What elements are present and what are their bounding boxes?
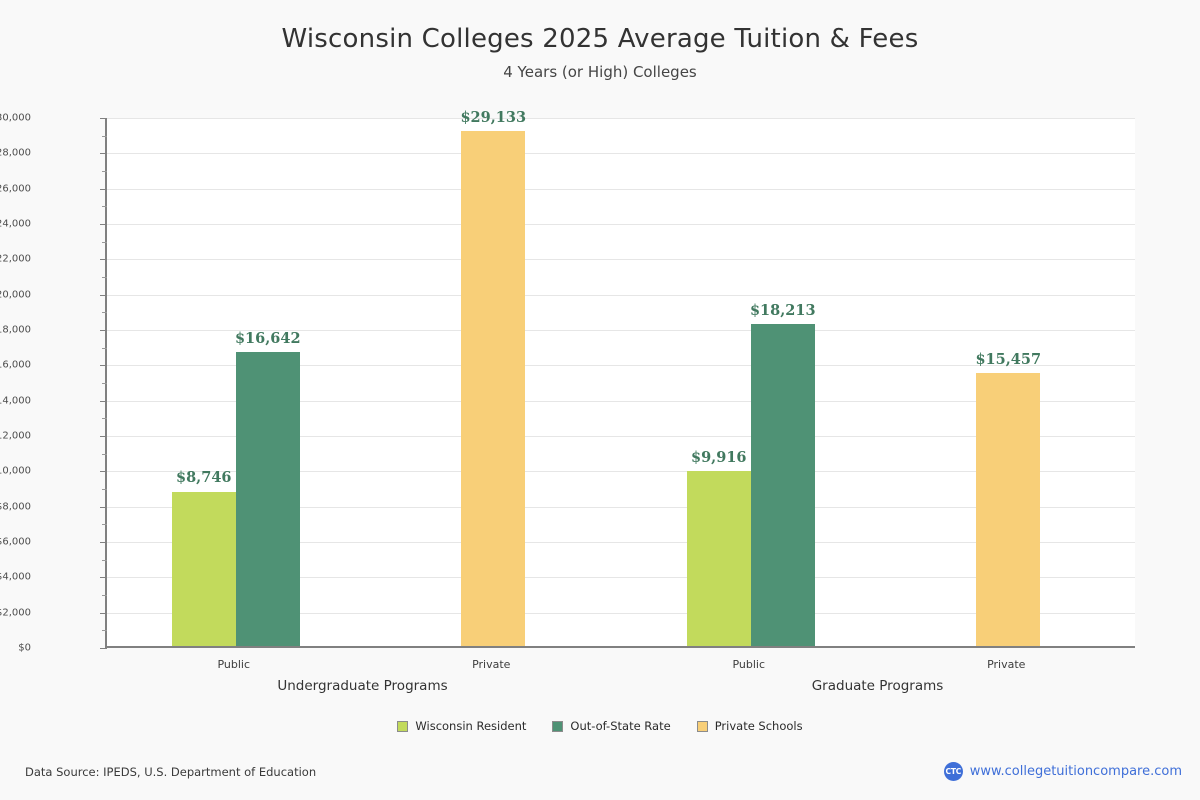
y-tick-minor bbox=[102, 453, 107, 455]
y-axis-tick-label: $28,000 bbox=[0, 147, 31, 159]
gridline bbox=[107, 542, 1135, 543]
bar[interactable] bbox=[171, 491, 236, 646]
gridline bbox=[107, 612, 1135, 614]
gridline bbox=[107, 330, 1135, 331]
y-tick-major bbox=[100, 224, 107, 225]
ctc-logo-icon: CTC bbox=[943, 762, 963, 781]
gridline bbox=[107, 471, 1135, 473]
gridline bbox=[107, 436, 1135, 437]
gridline bbox=[107, 577, 1135, 579]
bar[interactable] bbox=[461, 131, 526, 646]
bar-value-label: $9,916 bbox=[691, 448, 747, 466]
legend-item[interactable]: Out-of-State Rate bbox=[552, 719, 671, 733]
bar-value-label: $16,642 bbox=[234, 329, 301, 347]
gridline bbox=[107, 365, 1135, 367]
x-axis-category-label: Public bbox=[732, 658, 766, 671]
y-tick-major bbox=[100, 400, 107, 402]
gridline bbox=[107, 188, 1135, 190]
x-axis-category-label: Private bbox=[472, 658, 511, 671]
y-tick-major bbox=[100, 330, 107, 331]
bar-value-label: $15,457 bbox=[975, 350, 1042, 368]
bar[interactable] bbox=[976, 372, 1041, 646]
gridline bbox=[107, 259, 1135, 261]
chart-title: Wisconsin Colleges 2025 Average Tuition … bbox=[281, 24, 919, 54]
bar-value-label: $8,746 bbox=[176, 469, 232, 487]
chart-subtitle: 4 Years (or High) Colleges bbox=[503, 63, 697, 81]
bar[interactable] bbox=[235, 352, 300, 646]
legend-swatch-icon bbox=[397, 720, 409, 732]
plot-area: $0 $2,000 $4,000 $6,000 $8,000 $10,000 $12,000… bbox=[0, 109, 1135, 654]
y-axis-tick-label: $2,000 bbox=[0, 607, 31, 619]
y-tick-major bbox=[100, 471, 107, 473]
legend-item[interactable]: Private Schools bbox=[696, 719, 803, 733]
y-axis-tick-label: $20,000 bbox=[0, 289, 31, 301]
y-tick-minor bbox=[102, 312, 107, 314]
brand-link[interactable]: CTC www.collegetuitioncompare.com bbox=[943, 762, 1182, 781]
gridline bbox=[107, 506, 1135, 508]
y-tick-major bbox=[100, 365, 107, 367]
y-axis-tick-label: $4,000 bbox=[0, 571, 31, 583]
y-tick-minor bbox=[102, 135, 107, 137]
gridline bbox=[107, 294, 1135, 296]
y-tick-major bbox=[100, 577, 107, 579]
y-tick-major bbox=[100, 118, 107, 119]
y-tick-major bbox=[100, 436, 107, 437]
y-axis-tick-label: $8,000 bbox=[0, 501, 31, 513]
y-axis-tick-label: $22,000 bbox=[0, 253, 31, 265]
gridline bbox=[107, 153, 1135, 155]
y-axis-tick-label: $26,000 bbox=[0, 183, 31, 195]
legend-item[interactable]: Wisconsin Resident bbox=[397, 719, 526, 733]
y-tick-minor bbox=[102, 383, 107, 384]
y-tick-minor bbox=[102, 559, 107, 561]
x-axis-group-label: Graduate Programs bbox=[811, 678, 944, 694]
x-axis-group-label: Undergraduate Programs bbox=[277, 678, 448, 694]
y-tick-minor bbox=[102, 171, 107, 172]
y-tick-major bbox=[100, 153, 107, 155]
y-axis-tick-label: $18,000 bbox=[0, 324, 31, 336]
chart-legend: Wisconsin Resident Out-of-State Rate Priva… bbox=[0, 719, 1200, 733]
y-axis-tick-label: $30,000 bbox=[0, 112, 31, 124]
y-axis-tick-label: $6,000 bbox=[0, 536, 31, 548]
y-axis-tick-label: $0 bbox=[18, 642, 31, 654]
y-axis-tick-label: $24,000 bbox=[0, 218, 31, 230]
legend-label: Private Schools bbox=[714, 719, 803, 733]
y-tick-major bbox=[100, 648, 107, 649]
y-tick-minor bbox=[102, 630, 107, 632]
y-axis-tick-label: $10,000 bbox=[0, 465, 31, 477]
x-axis-category-label: Public bbox=[217, 658, 251, 671]
y-tick-major bbox=[100, 294, 107, 296]
y-tick-minor bbox=[102, 489, 107, 490]
y-tick-minor bbox=[102, 277, 107, 278]
y-tick-minor bbox=[102, 418, 107, 420]
y-tick-major bbox=[100, 259, 107, 261]
bar[interactable] bbox=[750, 324, 815, 646]
bar-value-label: $18,213 bbox=[749, 302, 816, 320]
bar[interactable] bbox=[686, 470, 751, 646]
legend-swatch-icon bbox=[696, 720, 708, 732]
y-tick-minor bbox=[102, 241, 107, 243]
y-tick-minor bbox=[102, 206, 107, 208]
y-tick-major bbox=[100, 506, 107, 508]
brand-url-text: www.collegetuitioncompare.com bbox=[969, 764, 1182, 779]
y-tick-major bbox=[100, 612, 107, 614]
y-axis-tick-label: $12,000 bbox=[0, 430, 31, 442]
gridline bbox=[107, 224, 1135, 225]
bar-value-label: $29,133 bbox=[460, 109, 527, 127]
y-axis-tick-label: $14,000 bbox=[0, 395, 31, 407]
y-tick-minor bbox=[102, 347, 107, 349]
y-tick-minor bbox=[102, 524, 107, 526]
y-tick-major bbox=[100, 542, 107, 543]
gridline bbox=[107, 400, 1135, 402]
legend-label: Wisconsin Resident bbox=[415, 719, 527, 733]
legend-label: Out-of-State Rate bbox=[570, 719, 671, 733]
y-tick-minor bbox=[102, 595, 107, 596]
gridline bbox=[107, 118, 1135, 119]
data-source-note: Data Source: IPEDS, U.S. Department of E… bbox=[25, 765, 317, 779]
legend-swatch-icon bbox=[552, 720, 564, 732]
y-axis-tick-label: $16,000 bbox=[0, 359, 31, 371]
x-axis-category-label: Private bbox=[987, 658, 1026, 671]
y-tick-major bbox=[100, 188, 107, 190]
